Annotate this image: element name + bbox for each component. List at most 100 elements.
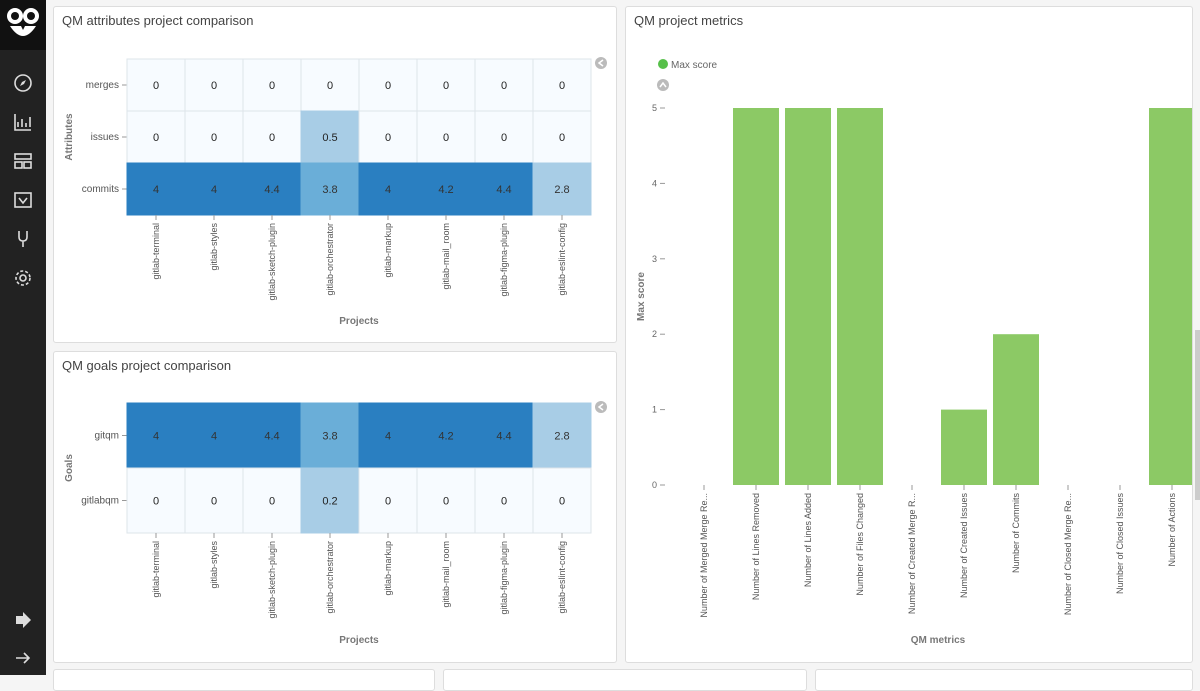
panel-partial-2	[443, 669, 807, 691]
cell-value: 4.4	[264, 184, 279, 196]
bar	[733, 108, 779, 485]
cell-value: 0.2	[322, 496, 337, 508]
cell-value: 4.2	[438, 184, 453, 196]
heatmap-cell	[242, 402, 302, 469]
expand-arrow-icon[interactable]	[13, 648, 33, 668]
heatmap-cell	[300, 58, 360, 112]
cell-value: 0	[153, 80, 159, 92]
cell-value: 2.8	[554, 431, 569, 443]
cell-value: 0	[385, 496, 391, 508]
bar	[993, 334, 1039, 485]
cell-value: 3.8	[322, 184, 337, 196]
collapse-legend-icon	[657, 79, 669, 91]
heatmap-goals: gitqm 4 4 4.4 3.8 4 4.2 4.4 2.8 gitlabqm 0 0 0 0.2 0 0 0…	[64, 401, 607, 646]
heatmap-cell	[416, 402, 476, 469]
timelion-icon[interactable]	[13, 190, 33, 210]
x-axis-title: Projects	[339, 635, 379, 646]
column-label: gitlab-terminal	[151, 541, 161, 598]
cell-value: 0	[501, 132, 507, 144]
column-label: gitlab-styles	[209, 223, 219, 271]
y-tick-label: 3	[652, 254, 657, 264]
row-label: gitqm	[95, 431, 119, 442]
x-tick-label: Number of Lines Added	[803, 493, 813, 587]
gear-icon[interactable]	[13, 268, 33, 288]
cell-value: 4.4	[496, 431, 511, 443]
chart-icon[interactable]	[13, 112, 33, 132]
cell-value: 4.2	[438, 431, 453, 443]
bar	[785, 108, 831, 485]
column-label: gitlab-terminal	[151, 223, 161, 280]
row-label: gitlabqm	[81, 496, 119, 507]
chevron-up-icon	[659, 81, 667, 88]
column-label: gitlab-eslint-config	[557, 541, 567, 614]
bar	[1149, 108, 1192, 485]
x-axis-title: Projects	[339, 316, 379, 327]
cell-value: 4	[385, 184, 391, 196]
heatmap-cell	[300, 162, 360, 216]
page-scrollbar[interactable]	[1195, 330, 1200, 500]
logout-icon[interactable]	[13, 610, 33, 630]
cell-value: 0	[211, 132, 217, 144]
cell-value: 0	[443, 496, 449, 508]
collapse-legend-icon	[595, 57, 607, 69]
heatmap-cell	[300, 110, 360, 164]
heatmap-cell	[416, 110, 476, 164]
chevron-left-icon	[597, 403, 604, 411]
devtools-icon[interactable]	[13, 229, 33, 249]
y-axis-title: Goals	[64, 454, 75, 482]
panel-partial-3	[815, 669, 1193, 691]
cell-value: 4	[153, 431, 159, 443]
heatmap-attributes: merges 0 0 0 0 0 0 0 0 issues 0 0 0 0.5 0 0 0 0 commits 4 4 4…	[64, 57, 607, 327]
panel-goals: QM goals project comparison gitqm 4 4 4.4 3.…	[53, 351, 617, 663]
cell-value: 0	[385, 132, 391, 144]
heatmap-cell	[242, 58, 302, 112]
cell-value: 0	[385, 80, 391, 92]
heatmap-cell	[474, 110, 534, 164]
heatmap-cell	[532, 162, 592, 216]
cell-value: 0	[443, 80, 449, 92]
heatmap-cell	[532, 58, 592, 112]
cell-value: 4	[211, 184, 217, 196]
app-logo[interactable]	[0, 0, 46, 50]
y-axis-title: Attributes	[64, 113, 75, 161]
heatmap-cell	[358, 58, 418, 112]
cell-value: 0	[443, 132, 449, 144]
y-tick-label: 0	[652, 480, 657, 490]
bar-chart-metrics: Max score 0 1 2 3 4 5 Max score Number of Merged…	[636, 59, 1192, 646]
heatmap-cell	[242, 467, 302, 534]
cell-value: 3.8	[322, 431, 337, 443]
cell-value: 0	[559, 496, 565, 508]
heatmap-cell	[474, 162, 534, 216]
legend-label: Max score	[671, 60, 718, 71]
cell-value: 0	[327, 80, 333, 92]
cell-value: 0	[269, 496, 275, 508]
x-tick-label: Number of Created Issues	[959, 493, 969, 599]
cell-value: 0.5	[322, 132, 337, 144]
x-tick-label: Number of Commits	[1011, 493, 1021, 574]
y-tick-label: 4	[652, 178, 657, 188]
x-tick-label: Number of Actions	[1167, 493, 1177, 567]
heatmap-cell	[184, 467, 244, 534]
heatmap-cell	[474, 467, 534, 534]
heatmap-cell	[358, 402, 418, 469]
cell-value: 0	[269, 132, 275, 144]
panel-attributes: QM attributes project comparison merges 0…	[53, 6, 617, 343]
legend-dot	[658, 59, 668, 69]
compass-icon[interactable]	[13, 73, 33, 93]
y-axis-title: Max score	[636, 272, 647, 321]
column-label: gitlab-eslint-config	[557, 223, 567, 296]
cell-value: 0	[153, 132, 159, 144]
sidebar	[0, 0, 46, 675]
column-label: gitlab-styles	[209, 541, 219, 589]
heatmap-cell	[184, 58, 244, 112]
x-tick-label: Number of Files Changed	[855, 493, 865, 596]
dashboard-icon[interactable]	[13, 151, 33, 171]
column-label: gitlab-markup	[383, 223, 393, 278]
heatmap-cell	[300, 402, 360, 469]
heatmap-cell	[300, 467, 360, 534]
bar	[941, 409, 987, 485]
column-label: gitlab-mail_room	[441, 541, 451, 608]
cell-value: 4	[211, 431, 217, 443]
heatmap-cell	[126, 402, 186, 469]
y-tick-label: 1	[652, 405, 657, 415]
